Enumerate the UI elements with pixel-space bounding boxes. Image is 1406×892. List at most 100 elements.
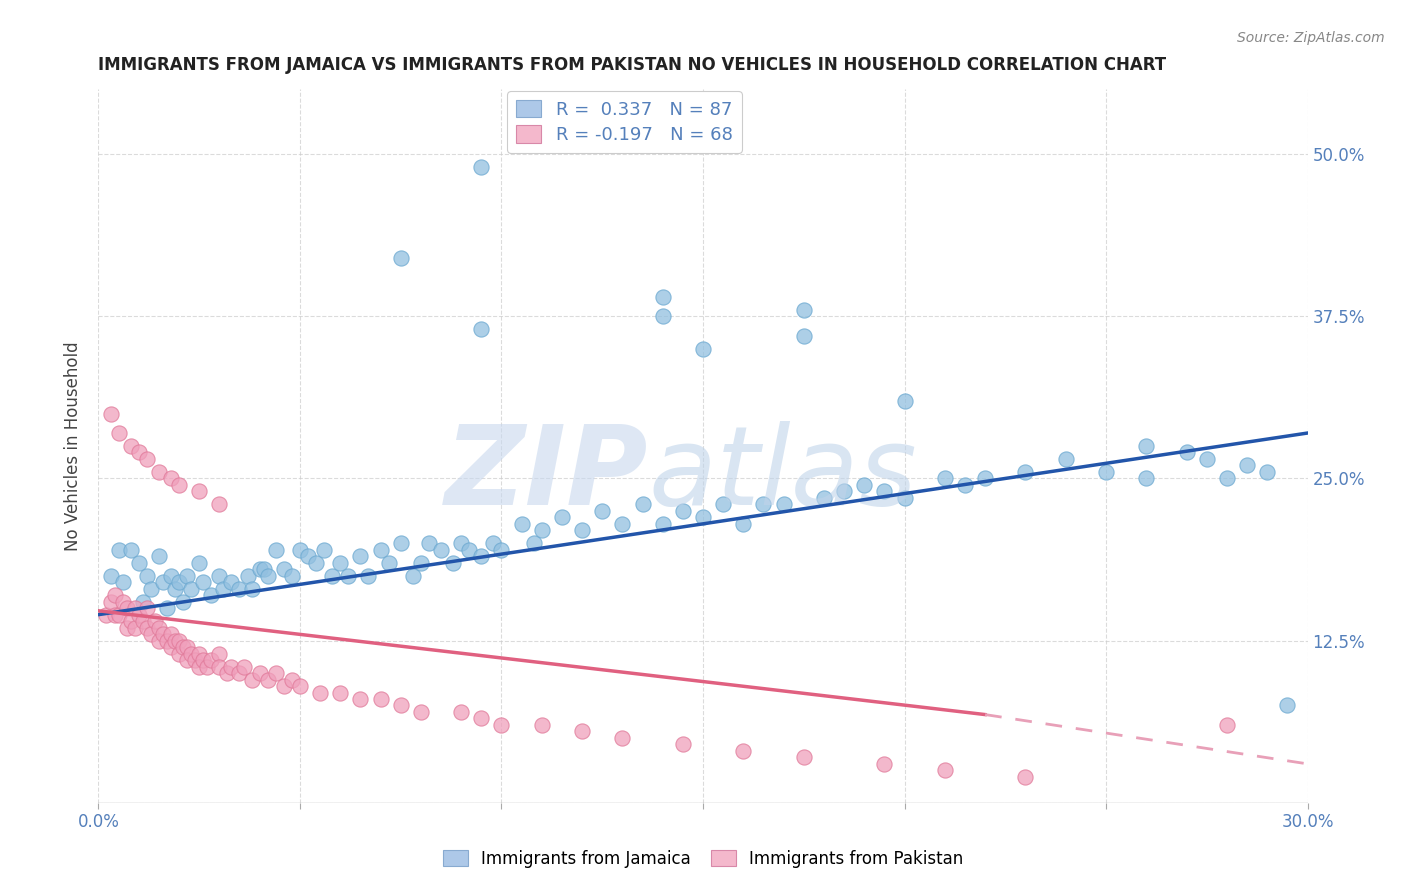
Point (430, 542, 453, 557)
Text: atlas: atlas (648, 421, 917, 528)
Point (389, 536, 412, 550)
Point (156, 633, 179, 648)
Point (793, 750, 815, 764)
Point (188, 659, 211, 673)
Point (124, 621, 146, 635)
Point (772, 497, 794, 511)
Point (107, 542, 129, 557)
Point (305, 556, 328, 570)
Point (253, 562, 276, 576)
Point (418, 536, 440, 550)
Point (200, 653, 222, 667)
Point (217, 666, 239, 681)
Point (107, 425, 129, 440)
Point (349, 692, 371, 706)
Point (389, 698, 412, 713)
Point (124, 601, 146, 615)
Point (873, 484, 896, 499)
Point (651, 310, 673, 324)
Point (793, 302, 815, 317)
Point (176, 640, 198, 654)
Point (510, 516, 533, 531)
Point (193, 575, 215, 590)
Point (377, 556, 399, 570)
Point (491, 718, 513, 732)
Point (208, 647, 231, 661)
Point (551, 510, 574, 524)
Point (148, 621, 170, 635)
Point (163, 582, 186, 596)
Point (1014, 465, 1036, 479)
Point (160, 471, 183, 485)
Point (1014, 770, 1036, 784)
Point (176, 653, 198, 667)
Point (100, 595, 122, 609)
Point (240, 673, 263, 687)
Point (672, 738, 695, 752)
Point (692, 510, 714, 524)
Point (288, 679, 311, 693)
Point (458, 542, 481, 557)
Point (1277, 698, 1299, 713)
Legend: Immigrants from Jamaica, Immigrants from Pakistan: Immigrants from Jamaica, Immigrants from… (436, 844, 970, 875)
Point (221, 659, 243, 673)
Point (128, 607, 150, 622)
Point (172, 595, 194, 609)
Point (288, 542, 311, 557)
Point (115, 601, 138, 615)
Point (1216, 718, 1239, 732)
Point (631, 497, 654, 511)
Point (264, 542, 287, 557)
Point (188, 484, 211, 499)
Point (156, 601, 179, 615)
Point (692, 342, 714, 356)
Point (163, 633, 186, 648)
Point (160, 627, 183, 641)
Point (264, 666, 287, 681)
Point (873, 756, 896, 771)
Point (482, 536, 505, 550)
Point (329, 556, 352, 570)
Point (256, 568, 278, 582)
Point (281, 673, 304, 687)
Point (273, 562, 295, 576)
Point (135, 601, 157, 615)
Point (370, 542, 392, 557)
Point (934, 471, 956, 485)
Point (409, 556, 432, 570)
Point (128, 556, 150, 570)
Point (152, 575, 174, 590)
Point (793, 328, 815, 343)
Point (236, 568, 259, 582)
Point (240, 582, 263, 596)
Point (208, 497, 231, 511)
Point (450, 536, 472, 550)
Point (651, 516, 673, 531)
Point (180, 582, 202, 596)
Point (115, 621, 138, 635)
Point (167, 633, 190, 648)
Point (953, 478, 976, 492)
Point (309, 685, 332, 699)
Point (167, 647, 190, 661)
Point (249, 666, 271, 681)
Point (273, 679, 295, 693)
Point (152, 627, 174, 641)
Point (612, 516, 634, 531)
Point (1054, 452, 1077, 467)
Point (148, 633, 170, 648)
Point (120, 542, 142, 557)
Point (111, 575, 134, 590)
Text: ZIP: ZIP (446, 421, 648, 528)
Point (111, 595, 134, 609)
Point (107, 607, 129, 622)
Point (1195, 452, 1218, 467)
Point (135, 452, 157, 467)
Point (934, 764, 956, 778)
Point (1135, 471, 1157, 485)
Point (370, 692, 392, 706)
Text: IMMIGRANTS FROM JAMAICA VS IMMIGRANTS FROM PAKISTAN NO VEHICLES IN HOUSEHOLD COR: IMMIGRANTS FROM JAMAICA VS IMMIGRANTS FR… (98, 56, 1167, 74)
Point (167, 478, 190, 492)
Point (441, 556, 464, 570)
Point (100, 407, 122, 421)
